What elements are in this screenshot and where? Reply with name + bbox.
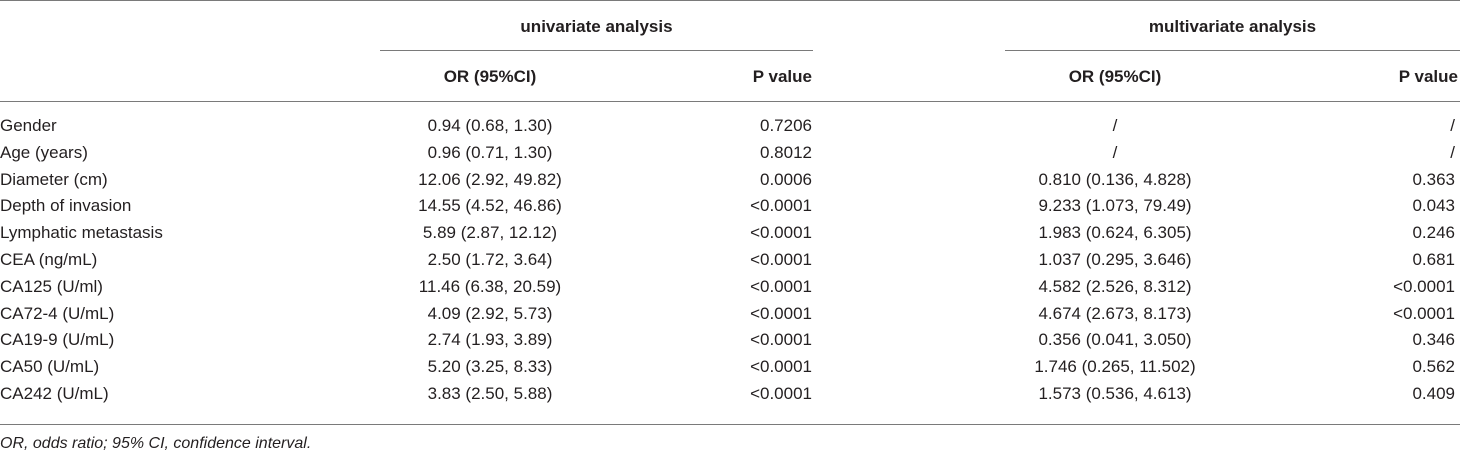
- cell-multi-p: <0.0001: [1393, 304, 1455, 323]
- cell-uni-p: 0.8012: [760, 143, 812, 162]
- cell-multi-or: /: [1112, 143, 1118, 162]
- cell-multi-p: 0.681: [1412, 250, 1455, 269]
- cell-multi-p: 0.043: [1412, 196, 1455, 215]
- cell-multi-or: 1.746 (0.265, 11.502): [1034, 357, 1196, 376]
- subheader-multi-or: OR (95%CI): [1068, 67, 1162, 86]
- bottom-rule: [0, 424, 1460, 425]
- cell-multi-p: 0.409: [1412, 384, 1455, 403]
- cell-multi-p: 0.246: [1412, 223, 1455, 242]
- cell-multi-p: 0.363: [1412, 170, 1455, 189]
- cell-multi-p: /: [1450, 143, 1455, 162]
- cell-uni-p: <0.0001: [750, 196, 812, 215]
- top-rule: [0, 0, 1460, 1]
- cell-multi-or: 0.356 (0.041, 3.050): [1038, 330, 1192, 349]
- row-label: Depth of invasion: [0, 196, 132, 215]
- cell-uni-p: 0.0006: [760, 170, 812, 189]
- table-footnote: OR, odds ratio; 95% CI, confidence inter…: [0, 435, 312, 452]
- group-header-univariate: univariate analysis: [520, 17, 673, 36]
- row-label: CA242 (U/mL): [0, 384, 109, 403]
- cell-uni-p: <0.0001: [750, 277, 812, 296]
- cell-multi-or: 0.810 (0.136, 4.828): [1038, 170, 1192, 189]
- cell-uni-or: 5.89 (2.87, 12.12): [422, 223, 558, 242]
- cell-multi-or: 9.233 (1.073, 79.49): [1038, 196, 1192, 215]
- cell-multi-or: 4.582 (2.526, 8.312): [1038, 277, 1192, 296]
- group-header-multivariate: multivariate analysis: [1148, 17, 1317, 36]
- row-label: Lymphatic metastasis: [0, 223, 163, 242]
- cell-multi-p: /: [1450, 116, 1455, 135]
- row-label: CA125 (U/ml): [0, 277, 103, 296]
- cell-multi-p: 0.346: [1412, 330, 1455, 349]
- subheader-uni-p: P value: [752, 67, 812, 86]
- cell-uni-p: 0.7206: [760, 116, 812, 135]
- cell-uni-or: 3.83 (2.50, 5.88): [427, 384, 553, 403]
- group-rule-multivariate: [1005, 50, 1460, 51]
- row-label: Age (years): [0, 143, 88, 162]
- cell-uni-or: 0.94 (0.68, 1.30): [427, 116, 553, 135]
- cell-uni-p: <0.0001: [750, 384, 812, 403]
- cell-uni-p: <0.0001: [750, 304, 812, 323]
- row-label: CA50 (U/mL): [0, 357, 100, 376]
- cell-multi-p: <0.0001: [1393, 277, 1455, 296]
- subheader-multi-p: P value: [1398, 67, 1458, 86]
- cell-multi-or: 1.983 (0.624, 6.305): [1038, 223, 1192, 242]
- cell-uni-p: <0.0001: [750, 357, 812, 376]
- cell-multi-or: 1.573 (0.536, 4.613): [1038, 384, 1192, 403]
- row-label: CEA (ng/mL): [0, 250, 98, 269]
- cell-uni-p: <0.0001: [750, 223, 812, 242]
- row-label: Diameter (cm): [0, 170, 108, 189]
- group-rule-univariate: [380, 50, 813, 51]
- subheader-uni-or: OR (95%CI): [443, 67, 537, 86]
- row-label: CA72-4 (U/mL): [0, 304, 115, 323]
- cell-uni-or: 11.46 (6.38, 20.59): [418, 277, 562, 296]
- cell-uni-p: <0.0001: [750, 250, 812, 269]
- cell-uni-or: 14.55 (4.52, 46.86): [418, 196, 562, 215]
- cell-uni-or: 4.09 (2.92, 5.73): [427, 304, 553, 323]
- cell-uni-or: 2.50 (1.72, 3.64): [427, 250, 553, 269]
- row-label: CA19-9 (U/mL): [0, 330, 115, 349]
- header-rule: [0, 101, 1460, 102]
- cell-uni-or: 2.74 (1.93, 3.89): [427, 330, 553, 349]
- cell-uni-or: 0.96 (0.71, 1.30): [427, 143, 553, 162]
- cell-multi-or: /: [1112, 116, 1118, 135]
- cell-multi-or: 1.037 (0.295, 3.646): [1038, 250, 1192, 269]
- cell-uni-p: <0.0001: [750, 330, 812, 349]
- cell-multi-p: 0.562: [1412, 357, 1455, 376]
- cell-uni-or: 12.06 (2.92, 49.82): [418, 170, 562, 189]
- cell-multi-or: 4.674 (2.673, 8.173): [1038, 304, 1192, 323]
- cell-uni-or: 5.20 (3.25, 8.33): [427, 357, 553, 376]
- row-label: Gender: [0, 116, 57, 135]
